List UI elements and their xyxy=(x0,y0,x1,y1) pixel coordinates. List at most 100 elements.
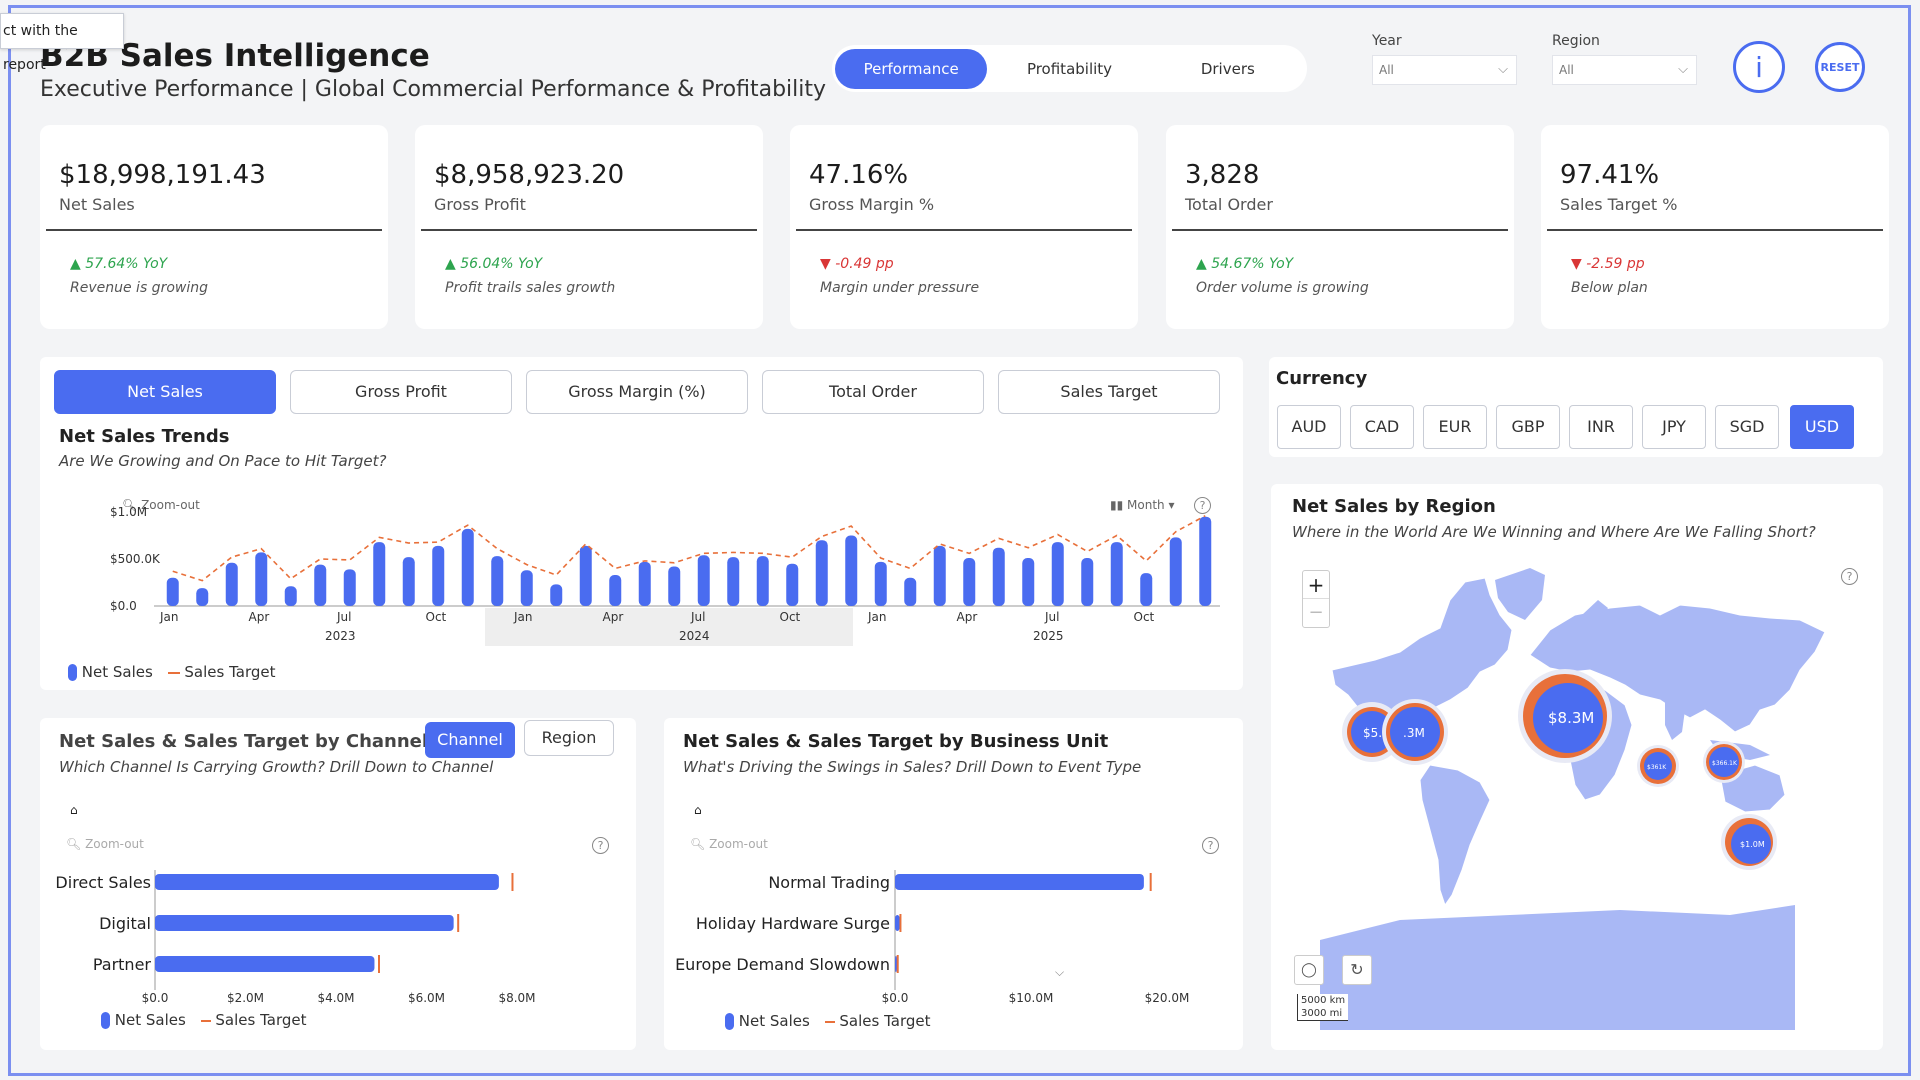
net-sales-bar[interactable] xyxy=(845,535,858,607)
zoom-out-button[interactable]: 🔍︎ Zoom-out xyxy=(122,498,200,512)
net-sales-bar[interactable] xyxy=(402,557,415,606)
net-sales-bar[interactable] xyxy=(461,528,474,606)
net-sales-bar[interactable] xyxy=(155,874,499,890)
continent-antarctica xyxy=(1320,905,1795,1030)
reset-button[interactable]: RESET xyxy=(1815,42,1865,92)
help-icon[interactable]: ? xyxy=(1202,837,1219,854)
currency-sgd[interactable]: SGD xyxy=(1715,405,1779,449)
toggle-channel[interactable]: Channel xyxy=(425,722,515,758)
net-sales-bar[interactable] xyxy=(1140,573,1153,606)
net-sales-bar[interactable] xyxy=(668,566,681,606)
currency-aud[interactable]: AUD xyxy=(1277,405,1341,449)
currency-usd[interactable]: USD xyxy=(1790,405,1854,449)
bubble-label: $366.1K xyxy=(1712,760,1738,767)
net-sales-bar[interactable] xyxy=(815,540,828,606)
net-sales-bar[interactable] xyxy=(963,558,976,606)
chevron-down-icon[interactable]: ⌵ xyxy=(1055,965,1065,979)
net-sales-bar[interactable] xyxy=(895,956,898,972)
net-sales-bar[interactable] xyxy=(727,557,740,606)
year-filter[interactable]: All ⌵ xyxy=(1372,55,1517,85)
currency-jpy[interactable]: JPY xyxy=(1642,405,1706,449)
currency-inr[interactable]: INR xyxy=(1569,405,1633,449)
net-sales-bar[interactable] xyxy=(609,574,622,606)
net-sales-bar[interactable] xyxy=(874,561,887,606)
currency-eur[interactable]: EUR xyxy=(1423,405,1487,449)
tab-profitability[interactable]: Profitability xyxy=(1026,59,1113,78)
lasso-icon[interactable]: ◯ xyxy=(1294,955,1324,985)
zoom-out-label: Zoom-out xyxy=(709,837,768,851)
info-button[interactable]: i xyxy=(1733,41,1785,93)
currency-gbp[interactable]: GBP xyxy=(1496,405,1560,449)
net-sales-bar[interactable] xyxy=(786,563,799,606)
net-sales-bar[interactable] xyxy=(343,569,356,606)
home-icon[interactable]: ⌂ xyxy=(694,803,702,817)
bubble-label: $1.0M xyxy=(1740,840,1765,849)
kpi-note: Profit trails sales growth xyxy=(445,280,616,296)
net-sales-bar[interactable] xyxy=(373,542,386,606)
net-sales-bar[interactable] xyxy=(166,577,179,606)
zoom-out-button[interactable]: 🔍︎ Zoom-out xyxy=(66,837,144,851)
toggle-region[interactable]: Region xyxy=(524,720,614,756)
net-sales-bar[interactable] xyxy=(579,545,592,606)
bubble-oceania[interactable]: $1.0M xyxy=(1721,814,1777,870)
net-sales-bar[interactable] xyxy=(520,570,533,606)
metric-tab-gross-profit[interactable]: Gross Profit xyxy=(290,370,512,414)
currency-cad[interactable]: CAD xyxy=(1350,405,1414,449)
refresh-icon[interactable]: ↻ xyxy=(1342,955,1372,985)
metric-tab-total-order[interactable]: Total Order xyxy=(762,370,984,414)
bubble-middle-east[interactable]: $361K xyxy=(1637,745,1679,787)
bubble-north-america-east[interactable]: .3M xyxy=(1382,699,1448,765)
y-tick-label: $0.0 xyxy=(110,599,137,613)
net-sales-bar[interactable] xyxy=(255,552,268,606)
net-sales-bar[interactable] xyxy=(895,874,1144,890)
net-sales-bar[interactable] xyxy=(155,956,375,972)
net-sales-bar[interactable] xyxy=(196,588,209,606)
granularity-dropdown[interactable]: ▮▮ Month ▾ xyxy=(1110,498,1175,512)
net-sales-bar[interactable] xyxy=(550,584,563,606)
bubble-europe[interactable]: $8.3M xyxy=(1518,669,1612,763)
net-sales-bar[interactable] xyxy=(491,556,504,606)
map-zoom-control: + − xyxy=(1302,570,1330,628)
help-icon[interactable]: ? xyxy=(1841,568,1858,585)
channel-legend: Net Sales Sales Target xyxy=(101,1011,306,1029)
metric-tab-gross-margin[interactable]: Gross Margin (%) xyxy=(526,370,748,414)
net-sales-bar[interactable] xyxy=(155,915,454,931)
granularity-label: Month xyxy=(1127,498,1165,512)
continent-south-america xyxy=(1419,764,1491,907)
bubble-asia[interactable]: $366.1K xyxy=(1703,741,1745,783)
net-sales-bar[interactable] xyxy=(225,562,238,606)
tab-performance[interactable]: Performance xyxy=(835,48,988,89)
y-tick-label: $1.0M xyxy=(110,505,147,519)
net-sales-bar[interactable] xyxy=(638,561,651,606)
continent-scandinavia xyxy=(1582,600,1608,620)
home-icon[interactable]: ⌂ xyxy=(70,803,78,817)
help-icon[interactable]: ? xyxy=(1194,497,1211,514)
net-sales-bar[interactable] xyxy=(284,586,297,606)
tab-drivers[interactable]: Drivers xyxy=(1200,59,1255,78)
net-sales-bar[interactable] xyxy=(314,564,327,606)
net-sales-bar[interactable] xyxy=(992,547,1005,606)
help-icon[interactable]: ? xyxy=(592,837,609,854)
net-sales-bar[interactable] xyxy=(432,545,445,606)
net-sales-bar[interactable] xyxy=(697,555,710,606)
net-sales-bar[interactable] xyxy=(1110,542,1123,606)
net-sales-bar[interactable] xyxy=(1199,516,1212,606)
net-sales-bar[interactable] xyxy=(1051,542,1064,606)
bubble-label: $361K xyxy=(1647,764,1667,771)
zoom-out-button[interactable]: 🔍︎ Zoom-out xyxy=(690,837,768,851)
bubble-label: .3M xyxy=(1403,726,1425,740)
metric-tab-net-sales[interactable]: Net Sales xyxy=(54,370,276,414)
net-sales-bar[interactable] xyxy=(1022,558,1035,606)
net-sales-bar[interactable] xyxy=(933,545,946,606)
metric-tab-sales-target[interactable]: Sales Target xyxy=(998,370,1220,414)
net-sales-bar[interactable] xyxy=(1081,558,1094,606)
net-sales-bar[interactable] xyxy=(904,577,917,606)
zoom-in-button[interactable]: + xyxy=(1303,571,1329,599)
net-sales-trend-chart: $1.0M $500.0K $0.0 Jan Apr Jul Oct Jan Apr Jul Oct… xyxy=(110,505,1220,646)
zoom-out-button[interactable]: − xyxy=(1308,602,1324,623)
net-sales-bar[interactable] xyxy=(756,556,769,606)
net-sales-bar[interactable] xyxy=(1169,537,1182,606)
net-sales-bar[interactable] xyxy=(895,915,900,931)
world-map[interactable]: $5.1 .3M $8.3M $361K $366.1K $1.0M xyxy=(1280,560,1875,1030)
region-filter[interactable]: All ⌵ xyxy=(1552,55,1697,85)
